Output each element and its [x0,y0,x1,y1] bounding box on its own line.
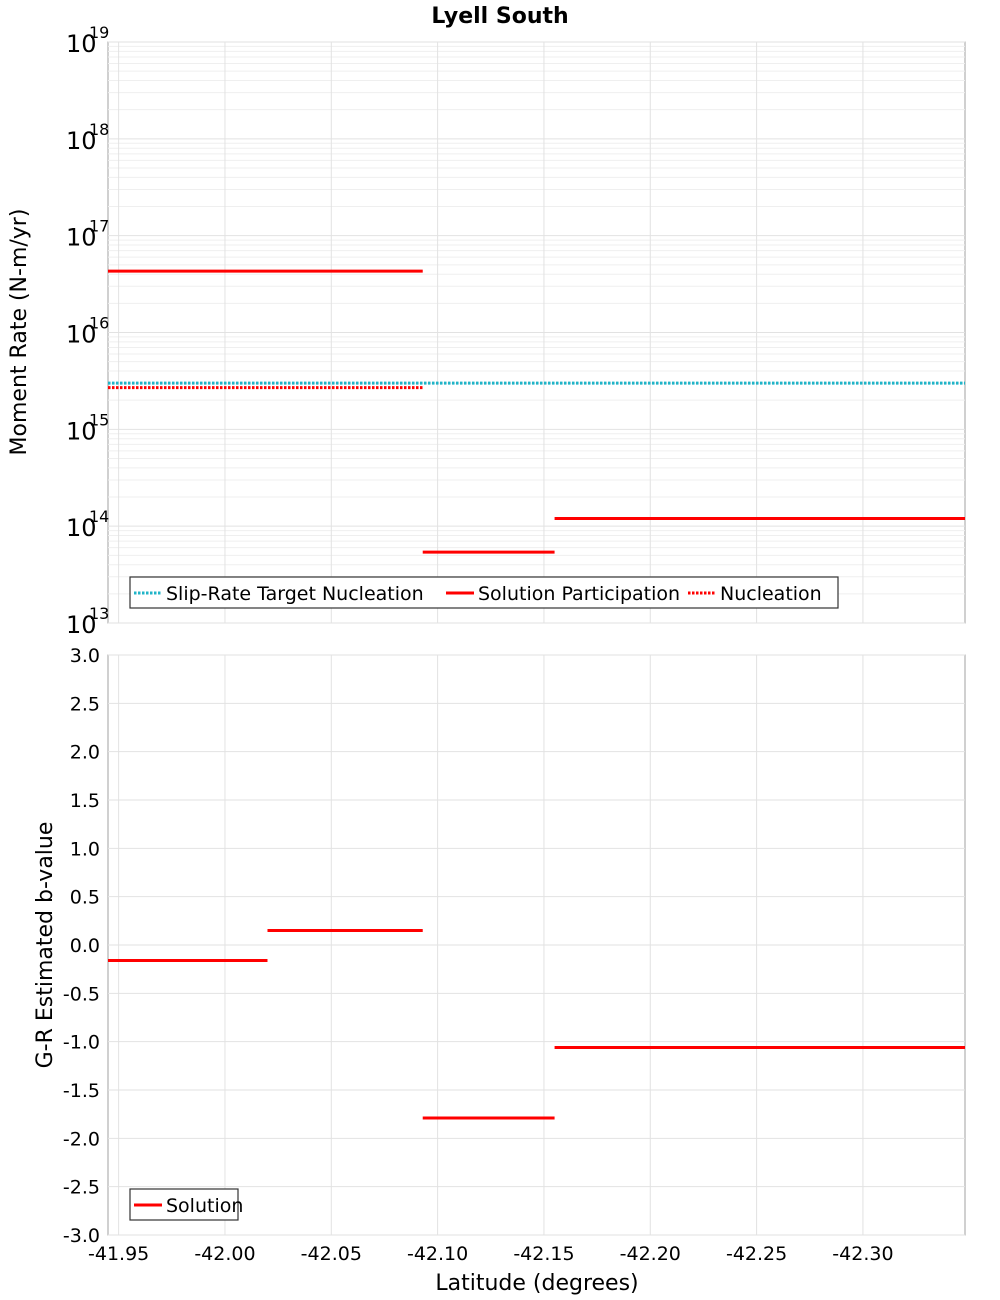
b-value-y-tick-label: 2.0 [70,742,100,764]
b-value-grid [108,654,965,1236]
latitude-x-tick-label: -42.30 [832,1243,893,1265]
legend-entry-label: Solution Participation [478,583,680,605]
b-value-y-tick-label: -2.5 [63,1177,100,1199]
tick-base: 10 [66,611,97,639]
latitude-x-axis-label: Latitude (degrees) [435,1271,638,1296]
latitude-x-tick-label: -42.20 [620,1243,681,1265]
legend-entry-label: Slip-Rate Target Nucleation [166,583,424,605]
b-value-y-tick-label: -2.0 [63,1128,100,1150]
b-value-y-tick-label: -3.0 [63,1225,100,1247]
tick-base: 10 [66,30,97,58]
series-solution-participation [108,269,965,554]
tick-base: 10 [66,224,97,252]
b-value-y-tick-label: 2.5 [70,693,100,715]
tick-base: 10 [66,127,97,155]
b-value-y-axis-label: G-R Estimated b-value [33,822,58,1069]
b-value-y-tick-label: -1.5 [63,1080,100,1102]
tick-exponent: 16 [89,314,109,333]
tick-exponent: 19 [89,23,109,42]
legend-entry-label: Nucleation [720,583,822,605]
b-value-series [108,929,965,1120]
b-value-panel: 3.0 2.5 2.0 1.5 1.0 0.5 0.0 -0.5 -1.0 -1.5 -2.0 -2.… [33,645,966,1296]
b-value-y-tick-label: 1.0 [70,838,100,860]
moment-rate-major-grid [108,41,965,624]
tick-base: 10 [66,514,97,542]
latitude-x-tick-label: -42.00 [194,1243,255,1265]
b-value-y-tick-label: 0.0 [70,935,100,957]
series-solution [108,929,965,1120]
tick-base: 10 [66,321,97,349]
b-value-y-tick-label: -1.0 [63,1032,100,1054]
b-value-y-ticks: 3.0 2.5 2.0 1.5 1.0 0.5 0.0 -0.5 -1.0 -1.5 -2.0 -2.… [63,645,100,1247]
tick-exponent: 13 [89,604,109,623]
tick-base: 10 [66,417,97,445]
tick-exponent: 18 [89,120,109,139]
moment-rate-legend: Slip-Rate Target Nucleation Solution Part… [129,576,839,609]
tick-exponent: 14 [89,507,109,526]
legend-box [129,576,839,609]
latitude-x-tick-label: -42.25 [726,1243,787,1265]
b-value-legend: Solution [129,1188,243,1221]
moment-rate-y-axis-label: Moment Rate (N-m/yr) [7,209,32,456]
latitude-x-tick-label: -42.10 [407,1243,468,1265]
latitude-x-ticks: -41.95 -42.00 -42.05 -42.10 -42.15 -42.20 -42.… [88,1243,894,1265]
chart-title: Lyell South [431,4,568,29]
latitude-x-tick-label: -42.15 [513,1243,574,1265]
latitude-x-tick-label: -42.05 [301,1243,362,1265]
b-value-y-tick-label: 3.0 [70,645,100,667]
tick-exponent: 15 [89,410,109,429]
b-value-y-tick-label: -0.5 [63,983,100,1005]
latitude-x-tick-label: -41.95 [88,1243,149,1265]
moment-rate-series [108,269,965,554]
b-value-y-tick-label: 1.5 [70,790,100,812]
b-value-y-tick-label: 0.5 [70,887,100,909]
tick-exponent: 17 [89,217,109,236]
legend-entry-label: Solution [166,1195,243,1217]
